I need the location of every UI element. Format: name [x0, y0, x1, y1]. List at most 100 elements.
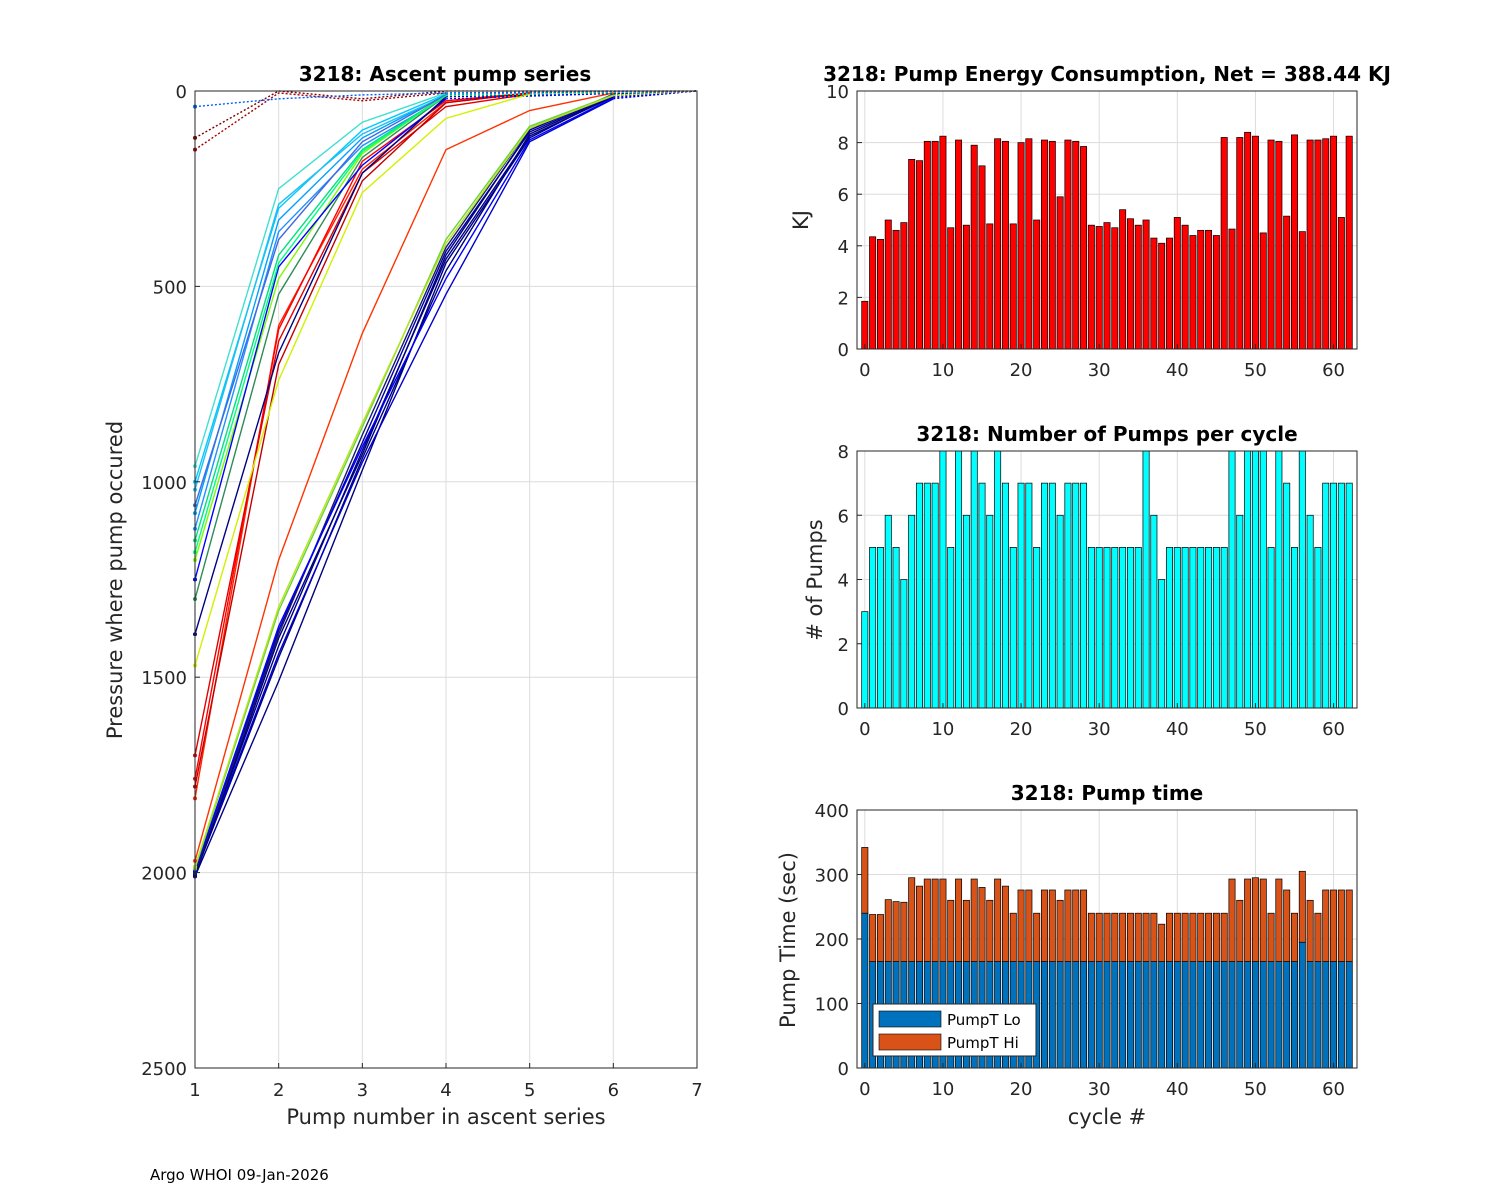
pumptime-bar-lo [1166, 961, 1173, 1069]
pumps-bar [1236, 514, 1244, 709]
pumps-xtick-label: 60 [1322, 719, 1345, 740]
pumps-bar [1095, 547, 1103, 709]
pumptime-bar-lo [1298, 941, 1306, 1069]
ascent-series-line [194, 97, 614, 871]
pumptime-bar-lo [1119, 961, 1127, 1069]
ascent-series-line [194, 92, 614, 862]
energy-xtick-label: 50 [1244, 360, 1267, 381]
pumps-bar [1025, 482, 1033, 709]
pumptime-bar-lo [1080, 961, 1088, 1069]
energy-bar [931, 140, 939, 350]
energy-bar [1205, 229, 1213, 350]
energy-bar [947, 227, 955, 350]
pumptime-bar-hi [1314, 912, 1322, 962]
energy-bar [1087, 224, 1095, 350]
pumptime-bar-hi [861, 847, 869, 914]
energy-ylabel: KJ [789, 210, 813, 230]
energy-bar [1337, 217, 1345, 350]
pumptime-bar-lo [1275, 961, 1283, 1069]
ascent-series-line [194, 95, 447, 600]
ascent-series-line [194, 95, 614, 875]
pumps-bar [931, 482, 939, 709]
ascent-xtick-label: 2 [273, 1080, 284, 1101]
pumps-bar [1330, 482, 1338, 709]
pumptime-bar-hi [1228, 878, 1236, 962]
ascent-series-line [194, 95, 614, 874]
pumps-title: 3218: Number of Pumps per cycle [916, 422, 1297, 446]
energy-bar [986, 223, 994, 350]
pumps-bar [1197, 547, 1205, 709]
pumps-bar [916, 482, 923, 709]
pumps-bar [908, 514, 916, 709]
pumptime-bar-hi [1142, 912, 1150, 962]
pumps-bar [923, 482, 931, 709]
pumps-bar [994, 450, 1002, 709]
ascent-series-line [194, 96, 447, 529]
pumps-bar [1322, 482, 1330, 709]
ascent-chart: 3218: Ascent pump series 1 2 3 4 5 6 7 0 500 1000… [103, 62, 703, 1129]
ascent-series-line [194, 95, 447, 553]
energy-bar [884, 219, 892, 350]
pumptime-bar-hi [1072, 889, 1080, 962]
energy-xtick-label: 60 [1322, 360, 1345, 381]
energy-bar [900, 222, 908, 350]
pumptime-xtick-label: 60 [1322, 1079, 1345, 1100]
ascent-xtick-label: 5 [524, 1080, 535, 1101]
pumptime-bar-lo [1228, 961, 1236, 1069]
ascent-series-line [194, 93, 614, 876]
pumps-bar [1041, 482, 1048, 709]
ascent-xtick-label: 3 [357, 1080, 368, 1101]
pumptime-bar-lo [861, 912, 869, 1069]
ascent-series-line [194, 95, 447, 490]
pumps-bar [1298, 450, 1306, 709]
energy-bar [962, 224, 970, 350]
pumps-bar [1212, 547, 1220, 709]
pumps-bar [978, 482, 986, 709]
ascent-ytick-label: 2000 [141, 864, 187, 885]
ascent-series-line [194, 94, 614, 877]
pumptime-xtick-label: 10 [931, 1079, 954, 1100]
pumptime-bar-hi [869, 914, 877, 962]
energy-ticks: 0 10 20 30 40 50 60 0 2 4 6 8 10 [826, 82, 1345, 381]
energy-bars [861, 131, 1353, 350]
pumptime-bar-hi [876, 914, 884, 962]
pumptime-legend: PumpT Lo PumpT Hi [872, 1003, 1037, 1057]
ascent-series-line [194, 92, 447, 108]
ascent-title: 3218: Ascent pump series [299, 62, 592, 86]
pumps-bar [869, 547, 877, 709]
pumptime-bar-hi [1212, 912, 1220, 962]
energy-xtick-label: 30 [1088, 360, 1111, 381]
pumps-bar [1126, 547, 1134, 709]
pumptime-bar-lo [1095, 961, 1103, 1069]
energy-bar [892, 229, 900, 350]
pumptime-bar-hi [1189, 912, 1197, 962]
pumps-bar [1103, 547, 1111, 709]
pumps-xtick-label: 0 [859, 719, 870, 740]
pumptime-bar-lo [1048, 961, 1056, 1069]
pumptime-xlabel: cycle # [1068, 1105, 1147, 1129]
pumptime-bar-hi [1345, 889, 1353, 962]
pumptime-bar-lo [1220, 961, 1228, 1069]
energy-bar [939, 135, 947, 350]
energy-bar [1134, 224, 1142, 350]
pumps-bar [1228, 450, 1236, 709]
pumptime-bar-hi [955, 878, 963, 962]
pumptime-bar-lo [1267, 961, 1275, 1069]
pumptime-bar-hi [1181, 912, 1189, 962]
pumps-ylabel: # of Pumps [803, 519, 827, 641]
pumps-bar [892, 547, 900, 709]
pumptime-ytick-label: 0 [838, 1059, 849, 1080]
pumptime-bar-hi [1095, 912, 1103, 962]
ascent-series-line [194, 96, 447, 635]
pumps-ytick-label: 8 [838, 442, 849, 463]
pumps-bar [1275, 450, 1283, 709]
pumptime-bar-hi [1322, 889, 1330, 962]
pumptime-xtick-label: 0 [859, 1079, 870, 1100]
legend-label-hi: PumpT Hi [947, 1034, 1019, 1052]
energy-xtick-label: 20 [1010, 360, 1033, 381]
ascent-series-line [194, 94, 614, 873]
pumps-xtick-label: 10 [931, 719, 954, 740]
pumptime-bar-hi [1033, 912, 1041, 962]
pumptime-ylabel: Pump Time (sec) [776, 852, 800, 1028]
pumptime-bar-lo [1087, 961, 1095, 1069]
